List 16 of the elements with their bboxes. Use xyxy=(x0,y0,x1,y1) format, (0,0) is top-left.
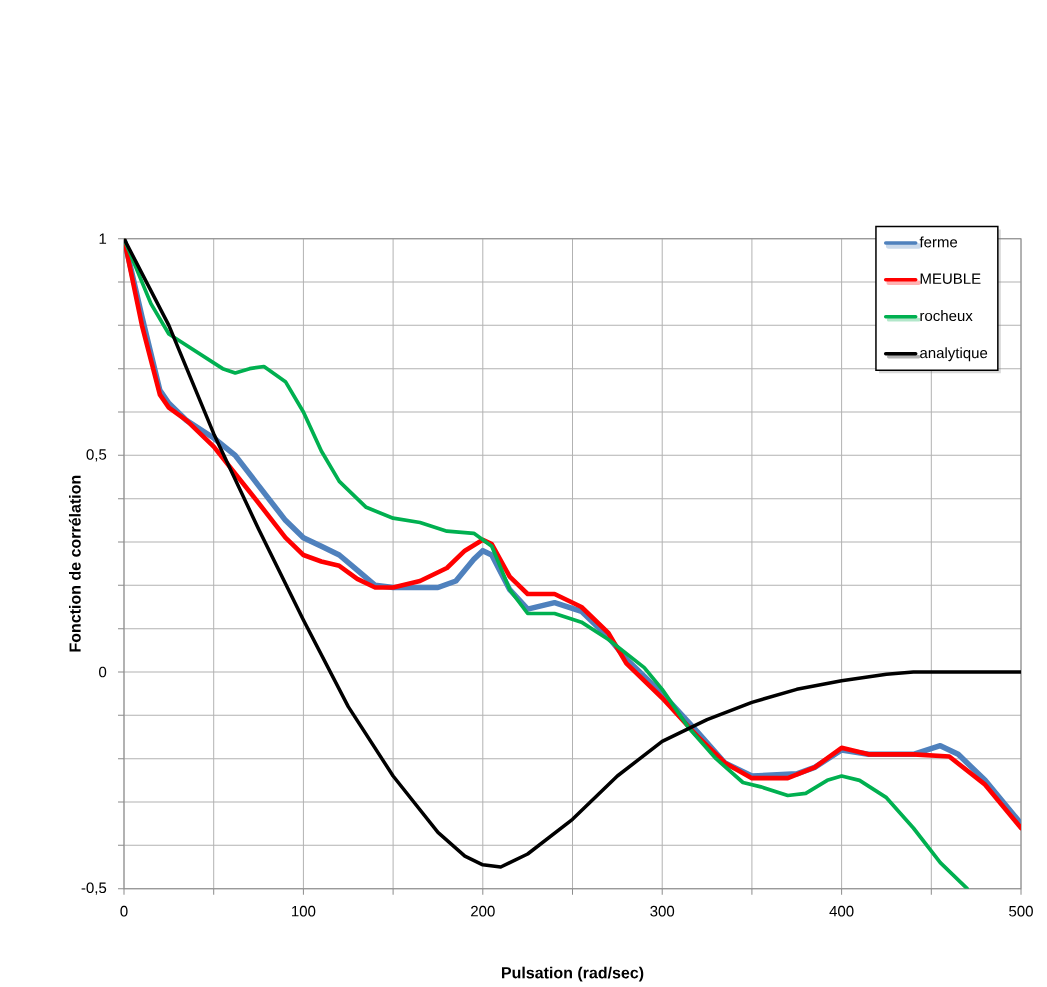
legend-label: rocheux xyxy=(920,310,973,322)
y-tick-label: 0 xyxy=(99,666,107,678)
y-tick-label: 1 xyxy=(99,233,107,245)
y-tick-label: -0,5 xyxy=(81,882,107,896)
x-tick-label: 0 xyxy=(120,906,128,917)
legend-label: MEUBLE xyxy=(920,273,981,285)
x-axis-title: Pulsation (rad/sec) xyxy=(502,966,644,982)
x-tick-label: 500 xyxy=(1009,906,1033,917)
x-tick-label: 200 xyxy=(471,906,495,917)
y-axis-title: Fonction de corrélation xyxy=(68,475,81,652)
y-tick-label: 0,5 xyxy=(86,449,107,462)
legend-label: analytique xyxy=(920,347,988,362)
x-tick-label: 100 xyxy=(292,906,316,917)
x-tick-label: 300 xyxy=(650,906,675,917)
legend-label: ferme xyxy=(919,236,958,248)
x-tick-label: 400 xyxy=(829,906,854,917)
